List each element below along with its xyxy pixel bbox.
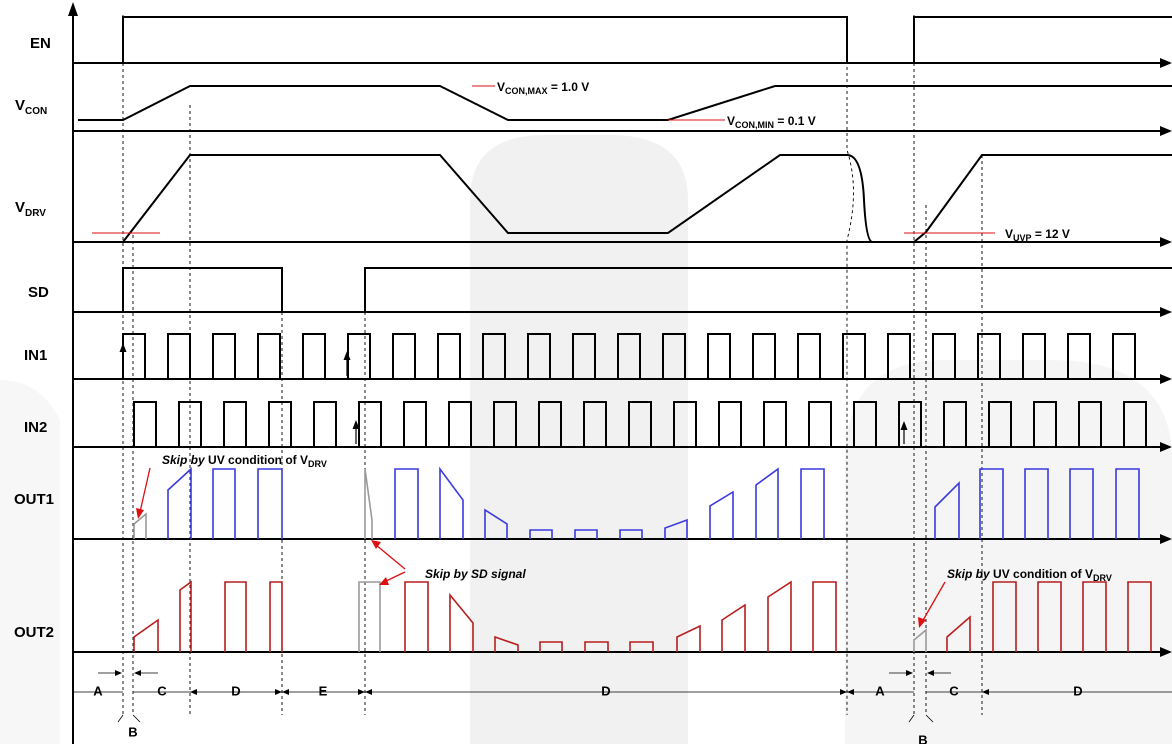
output-pulse [494,635,519,652]
vcon-waveform [78,85,1172,121]
in1-waveform [80,333,1160,380]
out1-waveform [73,466,1160,540]
phase-label-d: D [231,683,240,698]
phase-label-c: C [949,683,959,698]
output-pulse [439,466,464,539]
output-pulse [913,628,927,652]
annotations: VCON,MAX = 1.0 V VCON,MIN = 0.1 V VUVP =… [162,80,1112,583]
output-pulse [767,580,792,652]
phase-label-a: A [93,683,103,698]
output-pulse [1069,468,1094,539]
vcon-max-annotation: VCON,MAX = 1.0 V [497,80,589,96]
signal-label-in1: IN1 [24,347,47,364]
output-pulse [1024,468,1049,539]
output-pulse [812,581,837,652]
output-pulse [992,581,1017,652]
output-pulse [167,467,192,539]
phase-label-b: B [918,732,927,744]
output-pulse [1037,581,1062,652]
vdrv-waveform [122,154,1172,243]
signal-label-sd: SD [28,284,49,301]
output-pulse [629,641,654,652]
output-pulse [257,468,283,539]
output-pulse [269,581,283,652]
output-pulse [358,581,381,652]
vuvp-annotation: VUVP = 12 V [1005,227,1070,243]
baseline-arrowhead [1160,442,1172,452]
output-pulse [676,624,701,652]
signal-label-out2: OUT2 [14,624,54,641]
output-pulse [755,467,779,539]
skip-uv-annotation: Skip by UV condition of VDRV [162,453,327,469]
vcon-min-annotation: VCON,MIN = 0.1 V [727,114,816,130]
in2-pulse-train [80,401,1160,448]
baseline-arrowhead [1160,647,1172,657]
out2-waveform [73,580,1160,653]
output-pulse [179,580,192,652]
output-pulse [539,641,563,652]
output-pulse [721,603,746,652]
phase-label-b: B [128,724,137,739]
output-pulse [224,581,247,652]
output-pulse [1082,581,1107,652]
baseline-arrowhead [1160,374,1172,384]
baseline-arrowhead [1160,307,1172,317]
output-pulse [934,481,960,539]
skip-sd-annotation: Skip by SD signal [425,567,526,581]
output-pulse [584,641,609,652]
in2-waveform [80,401,1160,448]
signal-label-in2: IN2 [24,419,47,436]
axis-arrowhead [68,2,78,16]
output-pulse [484,508,508,539]
output-pulse [394,468,419,539]
phase-label-d: D [601,683,610,698]
annotation-arrows [136,467,946,628]
phase-labels: A B C D E D A B C D [93,683,1082,744]
output-pulse [212,468,236,539]
signal-labels: EN VCON VDRV SD IN1 IN2 OUT1 OUT2 [14,35,54,641]
threshold-markers [92,85,995,234]
sd-waveform [80,267,1172,313]
output-pulse [133,512,147,539]
output-pulse [946,615,971,652]
en-waveform [73,16,1172,64]
output-pulse [364,468,373,539]
baseline-arrowhead [1160,534,1172,544]
output-pulse [529,529,553,539]
output-pulse [979,468,1004,539]
signal-label-out1: OUT1 [14,491,54,508]
phase-label-e: E [319,683,328,698]
output-pulse [404,581,429,652]
watermark [0,135,1172,744]
baseline-arrowhead [1160,58,1172,68]
phase-label-a: A [875,683,885,698]
signal-label-en: EN [30,35,51,52]
phase-label-c: C [157,683,167,698]
output-pulse [133,618,159,652]
signal-label-vdrv: VDRV [15,199,46,219]
output-pulse [664,518,688,539]
output-pulse [1127,581,1152,652]
output-pulse [709,490,734,539]
signal-label-vcon: VCON [15,97,47,117]
phase-brackets [73,670,1172,723]
in1-pulse-train [80,333,1160,380]
edge-markers [119,343,908,444]
output-pulse [574,529,598,539]
output-pulse [800,468,825,539]
output-pulse [449,592,474,652]
skip-uv-annotation: Skip by UV condition of VDRV [947,567,1112,583]
baseline-arrowhead [1160,237,1172,247]
output-pulse [619,529,643,539]
output-pulse [1115,468,1140,539]
baseline-arrowhead [1160,126,1172,136]
phase-label-d: D [1073,683,1082,698]
